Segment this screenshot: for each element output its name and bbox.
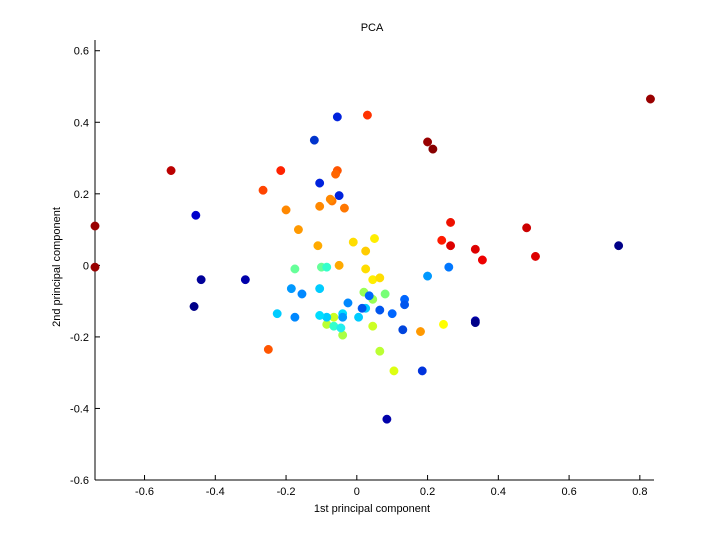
data-point (416, 327, 425, 336)
data-point (263, 344, 273, 354)
x-axis-label: 1st principal component (314, 503, 430, 515)
data-point (614, 241, 624, 251)
data-point (334, 260, 344, 270)
data-point (166, 166, 176, 176)
data-point (398, 325, 408, 335)
x-tick-label: 0 (354, 486, 360, 498)
data-point (437, 235, 447, 245)
data-point (297, 289, 307, 299)
data-point (380, 289, 390, 299)
data-point (477, 255, 487, 265)
data-point (331, 169, 341, 179)
data-point (90, 221, 100, 231)
y-axis-label: 2nd principal component (51, 207, 63, 327)
data-point (357, 303, 367, 313)
x-tick-label: -0.6 (135, 486, 154, 498)
data-point (361, 264, 371, 274)
data-point (325, 194, 335, 204)
y-tick-label: 0.6 (74, 46, 89, 58)
data-point (290, 264, 300, 274)
data-point (338, 312, 348, 322)
y-tick-label: 0 (83, 260, 89, 272)
data-point (362, 110, 372, 120)
x-tick-label: -0.4 (206, 486, 225, 498)
y-tick-label: -0.4 (70, 403, 89, 415)
data-point (240, 275, 250, 285)
data-point (336, 323, 346, 333)
data-point (272, 309, 282, 319)
data-point (446, 241, 456, 251)
data-point (315, 178, 325, 188)
data-point (375, 305, 385, 315)
data-point (370, 234, 379, 243)
data-point (191, 210, 201, 220)
axes-frame (94, 40, 654, 481)
data-point (334, 191, 344, 201)
chart-title: PCA (361, 22, 384, 34)
y-tick-label: -0.2 (70, 332, 89, 344)
x-tick-label: 0.4 (491, 486, 506, 498)
data-point (423, 271, 433, 281)
data-point (293, 225, 303, 235)
x-tick-label: 0.8 (632, 486, 647, 498)
x-tick-label: -0.2 (277, 486, 296, 498)
data-point (428, 144, 438, 154)
data-point (276, 166, 286, 176)
data-point (309, 135, 319, 145)
x-tick-label: 0.2 (420, 486, 435, 498)
data-points (90, 94, 655, 424)
data-point (364, 291, 374, 301)
data-point (387, 309, 397, 319)
data-point (423, 137, 433, 147)
y-axis-ticks: -0.6 -0.4 -0.2 0 0.2 0.4 0.6 (70, 46, 100, 487)
data-point (646, 94, 655, 104)
data-point (354, 312, 364, 322)
data-point (522, 223, 532, 233)
data-point (90, 262, 100, 272)
data-point (446, 217, 456, 227)
data-point (196, 275, 206, 285)
x-axis-ticks: -0.6 -0.4 -0.2 0 0.2 0.4 0.6 0.8 (135, 475, 647, 498)
data-point (444, 262, 454, 272)
data-point (470, 244, 480, 254)
y-tick-label: 0.2 (74, 189, 89, 201)
data-point (315, 310, 325, 320)
data-point (343, 298, 353, 308)
data-point (322, 262, 332, 272)
data-point (389, 366, 399, 376)
data-point (417, 366, 427, 376)
data-point (400, 300, 410, 310)
data-point (375, 273, 385, 283)
data-point (315, 201, 325, 211)
data-point (258, 185, 268, 195)
data-point (315, 284, 325, 294)
data-point (339, 203, 349, 213)
data-point (286, 284, 296, 294)
data-point (290, 312, 300, 322)
data-point (281, 205, 291, 215)
data-point (439, 319, 448, 329)
data-point (470, 318, 480, 328)
x-tick-label: 0.6 (561, 486, 576, 498)
y-tick-label: -0.6 (70, 475, 89, 487)
data-point (375, 346, 385, 356)
y-tick-label: 0.4 (74, 117, 89, 129)
data-point (382, 414, 392, 424)
data-point (348, 237, 358, 247)
data-point (531, 251, 540, 261)
data-point (368, 321, 378, 331)
data-point (313, 241, 323, 251)
data-point (332, 112, 342, 122)
data-point (361, 246, 371, 256)
data-point (189, 302, 199, 311)
